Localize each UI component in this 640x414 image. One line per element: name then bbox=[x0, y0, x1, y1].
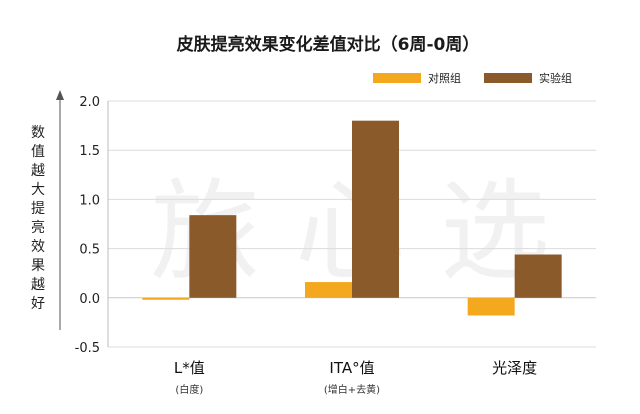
x-category-label: ITA°值 bbox=[329, 359, 374, 377]
x-category-label: L*值 bbox=[174, 359, 205, 377]
y-tick-label: 0.5 bbox=[79, 243, 100, 258]
y-tick-labels: 2.0 1.5 1.0 0.5 0.0 -0.5 bbox=[75, 95, 100, 356]
y-axis-label-char: 果 bbox=[31, 258, 45, 274]
y-axis-label-char: 好 bbox=[31, 296, 45, 312]
y-axis-label-char: 提 bbox=[31, 201, 45, 217]
bar-experiment-2 bbox=[352, 120, 399, 298]
y-tick-label: -0.5 bbox=[75, 341, 100, 356]
y-tick-label: 1.5 bbox=[79, 144, 100, 159]
bar-control-3 bbox=[467, 297, 515, 316]
bar-experiment-1 bbox=[189, 215, 237, 298]
y-axis-label-char: 亮 bbox=[31, 219, 45, 236]
chart-title: 皮肤提亮效果变化差值对比（6周-0周） bbox=[177, 34, 480, 55]
y-axis-label-char: 越 bbox=[31, 277, 45, 293]
y-tick-label: 0.0 bbox=[79, 292, 100, 307]
y-axis-label-char: 效 bbox=[31, 239, 45, 255]
bars bbox=[142, 120, 562, 316]
category-labels: L*值 (白度) ITA°值 (增白+去黄) 光泽度 bbox=[174, 359, 537, 396]
bar-control-2 bbox=[305, 282, 352, 298]
y-axis-arrow-head bbox=[56, 90, 64, 100]
legend-swatch-control bbox=[373, 73, 421, 83]
bar-experiment-3 bbox=[514, 254, 562, 298]
x-category-label: 光泽度 bbox=[492, 359, 537, 377]
y-tick-label: 1.0 bbox=[79, 193, 100, 208]
x-category-sublabel: (白度) bbox=[175, 383, 203, 396]
y-axis-label-char: 数 bbox=[31, 125, 45, 141]
y-tick-label: 2.0 bbox=[79, 95, 100, 110]
y-axis-label-char: 值 bbox=[31, 144, 45, 160]
y-axis-label-char: 大 bbox=[31, 182, 45, 198]
bar-control-1 bbox=[142, 297, 190, 300]
y-axis-label-char: 越 bbox=[31, 163, 45, 179]
x-category-sublabel: (增白+去黄) bbox=[324, 383, 380, 396]
legend-label-experiment: 实验组 bbox=[539, 71, 572, 85]
legend-swatch-experiment bbox=[484, 73, 532, 83]
legend-label-control: 对照组 bbox=[428, 71, 461, 85]
